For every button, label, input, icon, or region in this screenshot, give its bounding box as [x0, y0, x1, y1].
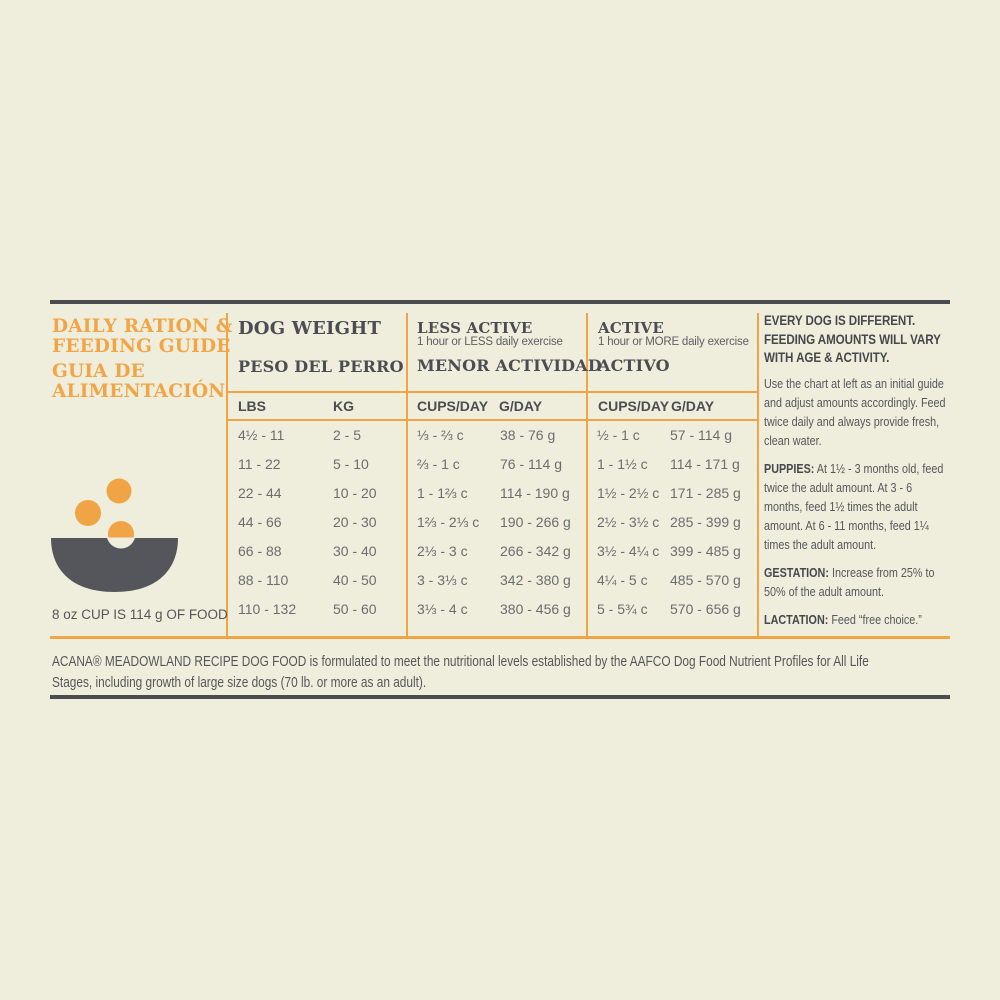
- table-row: 110 - 132 50 - 60 3⅓ - 4 c 380 - 456 g 5…: [226, 595, 759, 624]
- table-vertical-divider-2: [406, 313, 408, 636]
- section-gestation-label: GESTATION:: [764, 564, 829, 580]
- section-puppies-label: PUPPIES:: [764, 460, 815, 476]
- table-row: 44 - 66 20 - 30 1⅔ - 2⅓ c 190 - 266 g 2½…: [226, 508, 759, 537]
- active-header-es: ACTIVO: [598, 356, 670, 375]
- cell-lessactive-g: 114 - 190 g: [500, 485, 570, 501]
- table-row: 88 - 110 40 - 50 3 - 3⅓ c 342 - 380 g 4¼…: [226, 566, 759, 595]
- cell-active-g: 285 - 399 g: [670, 514, 741, 530]
- cell-kg: 50 - 60: [333, 601, 377, 617]
- cell-lessactive-cups: ⅓ - ⅔ c: [417, 427, 464, 443]
- cell-active-cups: 3½ - 4¼ c: [597, 543, 660, 559]
- cell-active-g: 399 - 485 g: [670, 543, 741, 559]
- advisory-heading: EVERY DOG IS DIFFERENT. FEEDING AMOUNTS …: [764, 312, 941, 365]
- cell-active-g: 171 - 285 g: [670, 485, 741, 501]
- cell-kg: 40 - 50: [333, 572, 377, 588]
- header-divider-line: [226, 391, 759, 393]
- cell-kg: 30 - 40: [333, 543, 377, 559]
- cell-lessactive-g: 266 - 342 g: [500, 543, 571, 559]
- section-puppies: PUPPIES: At 1½ - 3 months old, feed twic…: [764, 459, 953, 554]
- table-row: 66 - 88 30 - 40 2⅓ - 3 c 266 - 342 g 3½ …: [226, 537, 759, 566]
- table-row: 4½ - 11 2 - 5 ⅓ - ⅔ c 38 - 76 g ½ - 1 c …: [226, 421, 759, 450]
- cell-lessactive-cups: 1⅔ - 2⅓ c: [417, 514, 480, 530]
- cell-lbs: 4½ - 11: [238, 427, 285, 443]
- cup-equivalence-note: 8 oz CUP IS 114 g OF FOOD: [52, 607, 228, 622]
- section-gestation-text: Increase from 25% to 50% of the adult am…: [764, 564, 935, 599]
- cell-lbs: 11 - 22: [238, 456, 281, 472]
- col-header-active-g: G/DAY: [671, 398, 715, 414]
- table-row: 11 - 22 5 - 10 ⅔ - 1 c 76 - 114 g 1 - 1½…: [226, 450, 759, 479]
- table-row: 22 - 44 10 - 20 1 - 1⅔ c 114 - 190 g 1½ …: [226, 479, 759, 508]
- kibble-3: [108, 521, 134, 538]
- cell-active-g: 570 - 656 g: [670, 601, 741, 617]
- advisory-intro: Use the chart at left as an initial guid…: [764, 375, 946, 448]
- bowl-shape: [51, 538, 178, 592]
- col-header-lessactive-cups: CUPS/DAY: [417, 398, 489, 414]
- active-header-en: ACTIVE: [598, 319, 665, 337]
- less-active-header-en: LESS ACTIVE: [417, 319, 533, 337]
- cell-lessactive-cups: 2⅓ - 3 c: [417, 543, 468, 559]
- section-lactation: LACTATION: Feed “free choice.”: [764, 610, 953, 629]
- cell-active-g: 57 - 114 g: [670, 427, 733, 443]
- cell-active-cups: 1½ - 2½ c: [597, 485, 660, 501]
- cell-lbs: 110 - 132: [238, 601, 297, 617]
- table-vertical-divider-4: [757, 313, 759, 636]
- cell-active-cups: 5 - 5¾ c: [597, 601, 648, 617]
- feeding-guide-title-es: GUIA DE ALIMENTACIÓN: [52, 361, 226, 402]
- section-lactation-text: Feed “free choice.”: [831, 611, 922, 627]
- top-rule: [50, 300, 950, 304]
- section-gestation: GESTATION: Increase from 25% to 50% of t…: [764, 563, 953, 601]
- cell-lessactive-g: 76 - 114 g: [500, 456, 563, 472]
- cell-kg: 20 - 30: [333, 514, 377, 530]
- cell-kg: 5 - 10: [333, 456, 369, 472]
- cell-kg: 10 - 20: [333, 485, 377, 501]
- cell-lbs: 88 - 110: [238, 572, 289, 588]
- table-vertical-divider-3: [586, 313, 588, 636]
- table-bottom-line: [50, 636, 950, 639]
- less-active-header-es: MENOR ACTIVIDAD: [417, 356, 602, 375]
- cell-active-cups: 1 - 1½ c: [597, 456, 648, 472]
- col-header-kg: KG: [333, 398, 354, 414]
- dog-weight-header-en: DOG WEIGHT: [238, 318, 382, 339]
- col-header-lessactive-g: G/DAY: [499, 398, 543, 414]
- less-active-subtitle: 1 hour or LESS daily exercise: [417, 336, 563, 348]
- cell-lessactive-g: 190 - 266 g: [500, 514, 571, 530]
- cell-active-g: 485 - 570 g: [670, 572, 741, 588]
- cell-lessactive-g: 38 - 76 g: [500, 427, 556, 443]
- cell-active-cups: 4¼ - 5 c: [597, 572, 648, 588]
- cell-lbs: 66 - 88: [238, 543, 282, 559]
- kibble-1: [106, 478, 132, 504]
- section-lactation-label: LACTATION:: [764, 611, 829, 627]
- cell-active-cups: 2½ - 3½ c: [597, 514, 660, 530]
- col-header-lbs: LBS: [238, 398, 266, 414]
- cell-lbs: 22 - 44: [238, 485, 282, 501]
- dog-weight-header-es: PESO DEL PERRO: [238, 357, 404, 376]
- cell-lessactive-g: 342 - 380 g: [500, 572, 571, 588]
- dog-bowl-with-kibble-icon: [51, 478, 178, 592]
- cell-kg: 2 - 5: [333, 427, 362, 443]
- table-vertical-divider-1: [226, 313, 228, 636]
- col-header-active-cups: CUPS/DAY: [598, 398, 670, 414]
- kibble-2: [75, 500, 101, 526]
- bottom-rule: [50, 695, 950, 699]
- aafco-statement: ACANA® MEADOWLAND RECIPE DOG FOOD is for…: [52, 653, 869, 691]
- active-subtitle: 1 hour or MORE daily exercise: [598, 336, 749, 348]
- cell-lessactive-cups: ⅔ - 1 c: [417, 456, 460, 472]
- cell-lessactive-g: 380 - 456 g: [500, 601, 571, 617]
- feeding-guide-title-en: DAILY RATION & FEEDING GUIDE: [52, 316, 233, 357]
- section-puppies-text: At 1½ - 3 months old, feed twice the adu…: [764, 460, 944, 552]
- cell-active-g: 114 - 171 g: [670, 456, 740, 472]
- cell-lessactive-cups: 3 - 3⅓ c: [417, 572, 468, 588]
- cell-lbs: 44 - 66: [238, 514, 282, 530]
- cell-lessactive-cups: 1 - 1⅔ c: [417, 485, 468, 501]
- advisory-panel: EVERY DOG IS DIFFERENT. FEEDING AMOUNTS …: [764, 311, 953, 629]
- subheader-divider-line: [226, 419, 759, 421]
- cell-active-cups: ½ - 1 c: [597, 427, 640, 443]
- cell-lessactive-cups: 3⅓ - 4 c: [417, 601, 468, 617]
